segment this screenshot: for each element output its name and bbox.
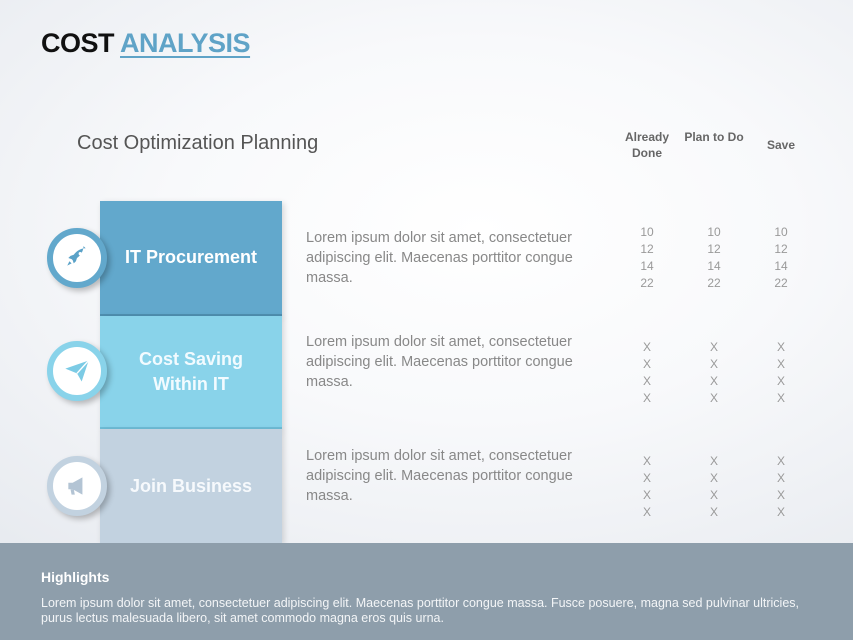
row2-already-done: X X X X (642, 340, 651, 405)
column-header-already-done: Already Done (624, 130, 670, 160)
column-header-plan-to-do: Plan to Do (684, 130, 744, 144)
row-description-join-business: Lorem ipsum dolor sit amet, consectetuer… (306, 448, 573, 504)
paper-plane-icon (47, 341, 107, 401)
highlights-heading: Highlights (41, 569, 110, 585)
rocket-icon (47, 228, 107, 288)
title-analysis: ANALYSIS (120, 28, 251, 58)
row1-plan-to-do: 10 12 14 22 (707, 225, 721, 290)
row-label-it-procurement: IT Procurement (100, 201, 282, 317)
row3-plan-to-do: X X X X (709, 454, 718, 519)
page-title: COST ANALYSIS (41, 28, 251, 59)
row3-already-done: X X X X (642, 454, 651, 519)
highlights-text: Lorem ipsum dolor sit amet, consectetuer… (41, 596, 800, 625)
row1-already-done: 10 12 14 22 (640, 225, 654, 290)
title-cost: COST (41, 28, 115, 58)
row-label-cost-saving: Cost Saving Within IT (100, 316, 282, 430)
highlights-footer: Highlights Lorem ipsum dolor sit amet, c… (0, 543, 853, 640)
column-header-save: Save (766, 138, 796, 152)
row3-save: X X X X (776, 454, 785, 519)
row-description-it-procurement: Lorem ipsum dolor sit amet, consectetuer… (306, 230, 573, 286)
row-label-join-business: Join Business (100, 429, 282, 543)
section-subtitle: Cost Optimization Planning (77, 132, 319, 154)
row2-plan-to-do: X X X X (709, 340, 718, 405)
row-label-cost-saving-text: Cost Saving Within IT (138, 348, 244, 394)
megaphone-icon (47, 456, 107, 516)
row1-save: 10 12 14 22 (774, 225, 788, 290)
row2-save: X X X X (776, 340, 785, 405)
row-description-cost-saving: Lorem ipsum dolor sit amet, consectetuer… (306, 334, 573, 390)
